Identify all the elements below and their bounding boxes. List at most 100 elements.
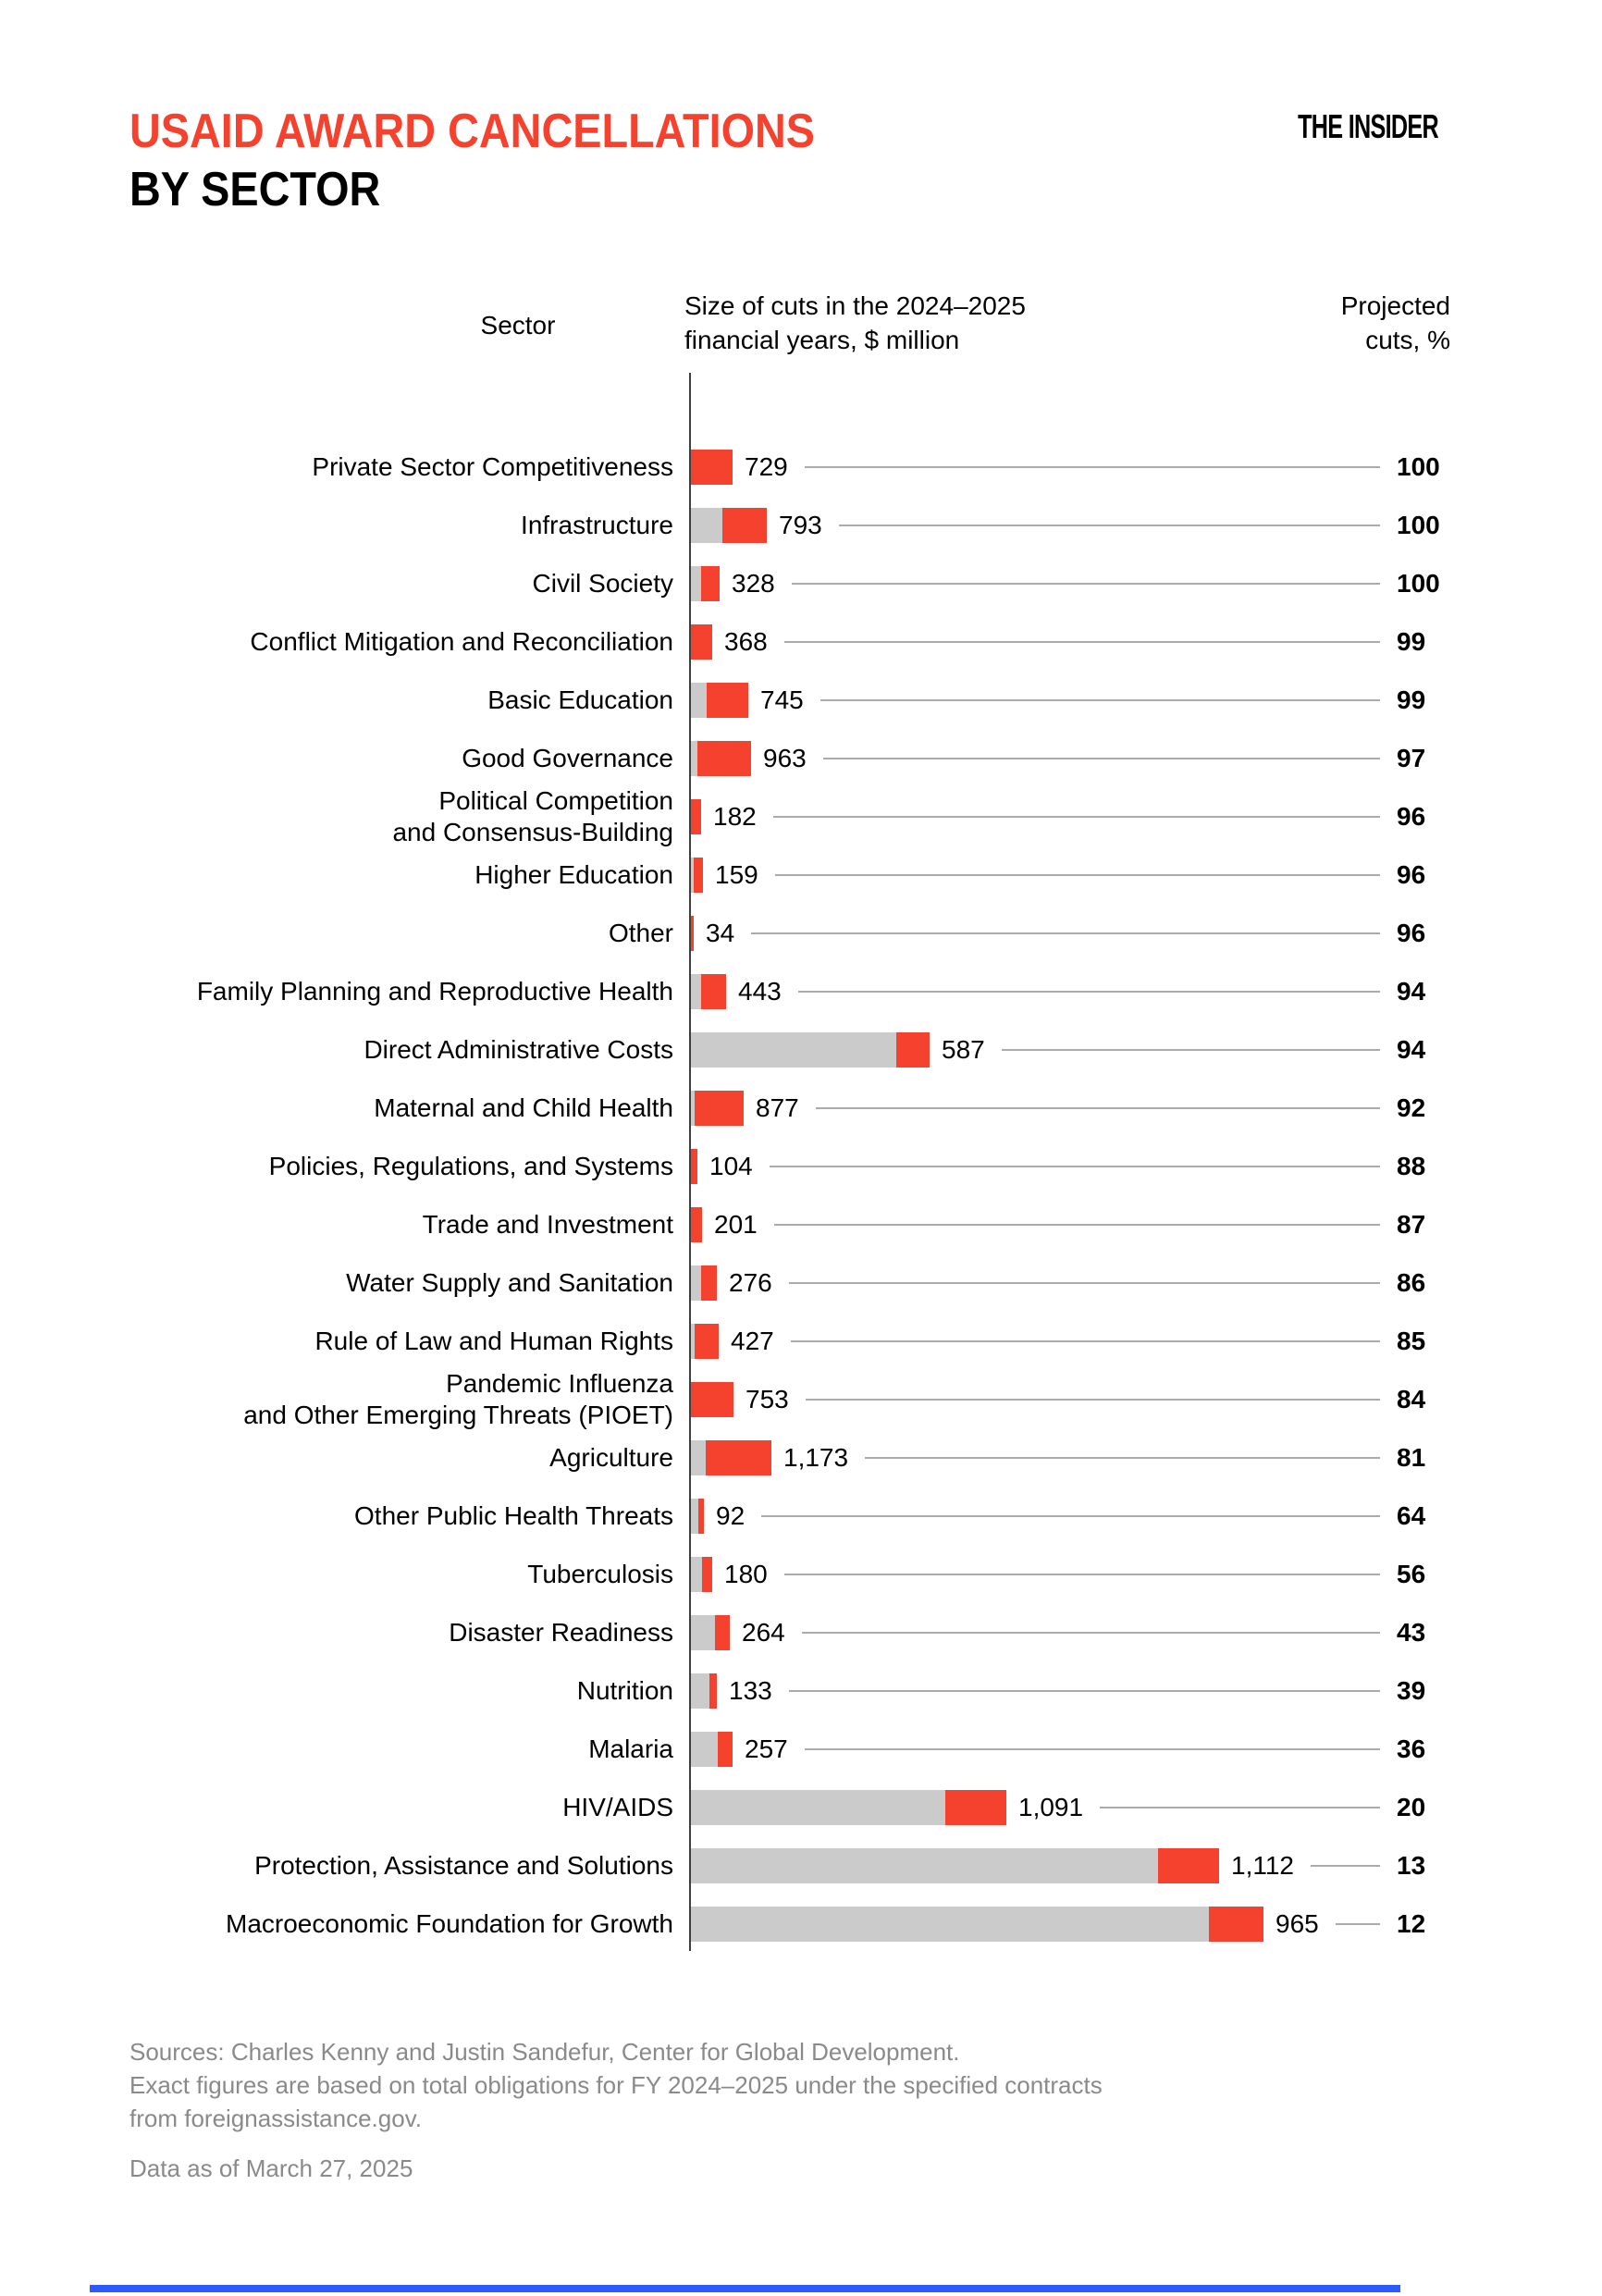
chart-row: Tuberculosis 180 56 — [0, 1545, 1602, 1603]
column-header-projected-cuts: Projected cuts, % — [1341, 289, 1450, 357]
bar-cut-segment — [706, 1439, 771, 1475]
projected-pct-label: 84 — [1397, 1384, 1426, 1413]
sector-label-line: Basic Education — [487, 685, 673, 714]
chart-row: Civil Society 328 100 — [0, 554, 1602, 612]
bar-cut-segment — [1158, 1847, 1219, 1883]
chart-row: Policies, Regulations, and Systems 104 88 — [0, 1137, 1602, 1195]
chart-row: Private Sector Competitiveness 729 100 — [0, 438, 1602, 496]
bar-row: 276 — [691, 1253, 1380, 1312]
leader-line — [815, 1106, 1380, 1109]
bar-remaining-segment — [691, 1673, 709, 1709]
bar-row: 133 — [691, 1661, 1380, 1720]
bar-cut-segment — [715, 1614, 730, 1650]
leader-line — [1311, 1864, 1380, 1867]
sector-label-line: Other — [608, 918, 673, 947]
cut-value-label: 159 — [715, 859, 758, 889]
projected-pct-label: 97 — [1397, 743, 1426, 772]
bar-cut-segment — [691, 1148, 697, 1184]
bar-row: 92 — [691, 1487, 1380, 1545]
bar-remaining-segment — [691, 740, 697, 776]
chart-row: Conflict Mitigation and Reconciliation 36… — [0, 612, 1602, 671]
projected-pct-label: 100 — [1397, 451, 1440, 481]
sector-label-line: Family Planning and Reproductive Health — [196, 976, 673, 1006]
sector-label: Macroeconomic Foundation for Growth — [0, 1908, 673, 1940]
cut-value-label: 427 — [731, 1326, 774, 1355]
cut-value-label: 201 — [714, 1209, 758, 1239]
projected-pct-label: 99 — [1397, 626, 1426, 656]
bar-row: 368 — [691, 612, 1380, 671]
projected-pct-label: 94 — [1397, 1034, 1426, 1064]
bar-row: 180 — [691, 1545, 1380, 1603]
cut-value-label: 328 — [732, 568, 775, 598]
sector-label: Good Governance — [0, 743, 673, 774]
sector-label-line: Political Competition — [438, 785, 673, 815]
sector-label-line: Disaster Readiness — [449, 1617, 673, 1647]
column-header-size-line2: financial years, $ million — [684, 326, 960, 354]
leader-line — [769, 1165, 1380, 1167]
projected-pct-label: 36 — [1397, 1734, 1426, 1763]
sector-label: Civil Society — [0, 568, 673, 599]
column-header-size-of-cuts: Size of cuts in the 2024–2025 financial … — [684, 289, 1026, 357]
bar-remaining-segment — [691, 1556, 702, 1592]
bar-remaining-segment — [691, 1847, 1158, 1883]
cut-value-label: 793 — [779, 510, 822, 539]
leader-line — [788, 1689, 1380, 1692]
bar-remaining-segment — [691, 565, 701, 601]
sector-label: Higher Education — [0, 859, 673, 891]
projected-pct-label: 85 — [1397, 1326, 1426, 1355]
sector-label-line: Policies, Regulations, and Systems — [268, 1151, 673, 1180]
bar-cut-segment — [896, 1031, 930, 1068]
bar-row: 159 — [691, 846, 1380, 904]
sector-label-line: Macroeconomic Foundation for Growth — [226, 1908, 673, 1938]
chart-row: Agriculture 1,173 81 — [0, 1428, 1602, 1487]
sector-label-line: Agriculture — [549, 1442, 673, 1472]
chart-row: Water Supply and Sanitation 276 86 — [0, 1253, 1602, 1312]
sector-label-line: Civil Society — [532, 568, 673, 598]
sector-label: Nutrition — [0, 1675, 673, 1707]
bar-cut-segment — [707, 682, 748, 718]
cut-value-label: 877 — [756, 1092, 799, 1122]
cut-value-label: 729 — [745, 451, 788, 481]
sector-label: Other — [0, 918, 673, 949]
bar-cut-segment — [709, 1673, 717, 1709]
bar-row: 104 — [691, 1137, 1380, 1195]
sector-label-line: and Other Emerging Threats (PIOET) — [243, 1400, 673, 1429]
sector-label: Policies, Regulations, and Systems — [0, 1151, 673, 1182]
projected-pct-label: 13 — [1397, 1850, 1426, 1880]
leader-line — [805, 1398, 1380, 1401]
sector-label: Pandemic Influenza and Other Emerging Thr… — [0, 1368, 673, 1431]
sector-label-line: HIV/AIDS — [562, 1792, 673, 1821]
chart-row: Higher Education 159 96 — [0, 846, 1602, 904]
sector-label-line: Rule of Law and Human Rights — [314, 1326, 673, 1355]
projected-pct-label: 64 — [1397, 1500, 1426, 1530]
sector-label: Infrastructure — [0, 510, 673, 541]
sector-label: Conflict Mitigation and Reconciliation — [0, 626, 673, 658]
sector-label: Basic Education — [0, 685, 673, 716]
cut-value-label: 745 — [760, 685, 804, 714]
leader-line — [804, 1747, 1380, 1750]
bar-row: 443 — [691, 962, 1380, 1020]
bar-remaining-segment — [691, 857, 694, 893]
cut-value-label: 963 — [763, 743, 807, 772]
chart-row: Protection, Assistance and Solutions 1,11… — [0, 1836, 1602, 1895]
bar-cut-segment — [695, 1090, 744, 1126]
chart-row: Good Governance 963 97 — [0, 729, 1602, 787]
bar-remaining-segment — [691, 1439, 706, 1475]
chart-row: Maternal and Child Health 877 92 — [0, 1079, 1602, 1137]
sector-label-line: Maternal and Child Health — [374, 1092, 673, 1122]
page-title-line1: USAID AWARD CANCELLATIONS — [129, 105, 815, 158]
bar-remaining-segment — [691, 1265, 701, 1301]
bar-row: 587 — [691, 1020, 1380, 1079]
leader-line — [783, 1573, 1380, 1575]
leader-line — [761, 1514, 1380, 1517]
bar-remaining-segment — [691, 1090, 695, 1126]
cut-value-label: 368 — [724, 626, 768, 656]
footer: Sources: Charles Kenny and Justin Sandef… — [129, 2035, 1103, 2185]
leader-line — [788, 1281, 1380, 1284]
bar-remaining-segment — [691, 1789, 945, 1825]
sector-label: Rule of Law and Human Rights — [0, 1326, 673, 1357]
projected-pct-label: 20 — [1397, 1792, 1426, 1821]
sector-label: Protection, Assistance and Solutions — [0, 1850, 673, 1882]
bar-remaining-segment — [691, 973, 701, 1009]
leader-line — [773, 1223, 1380, 1226]
